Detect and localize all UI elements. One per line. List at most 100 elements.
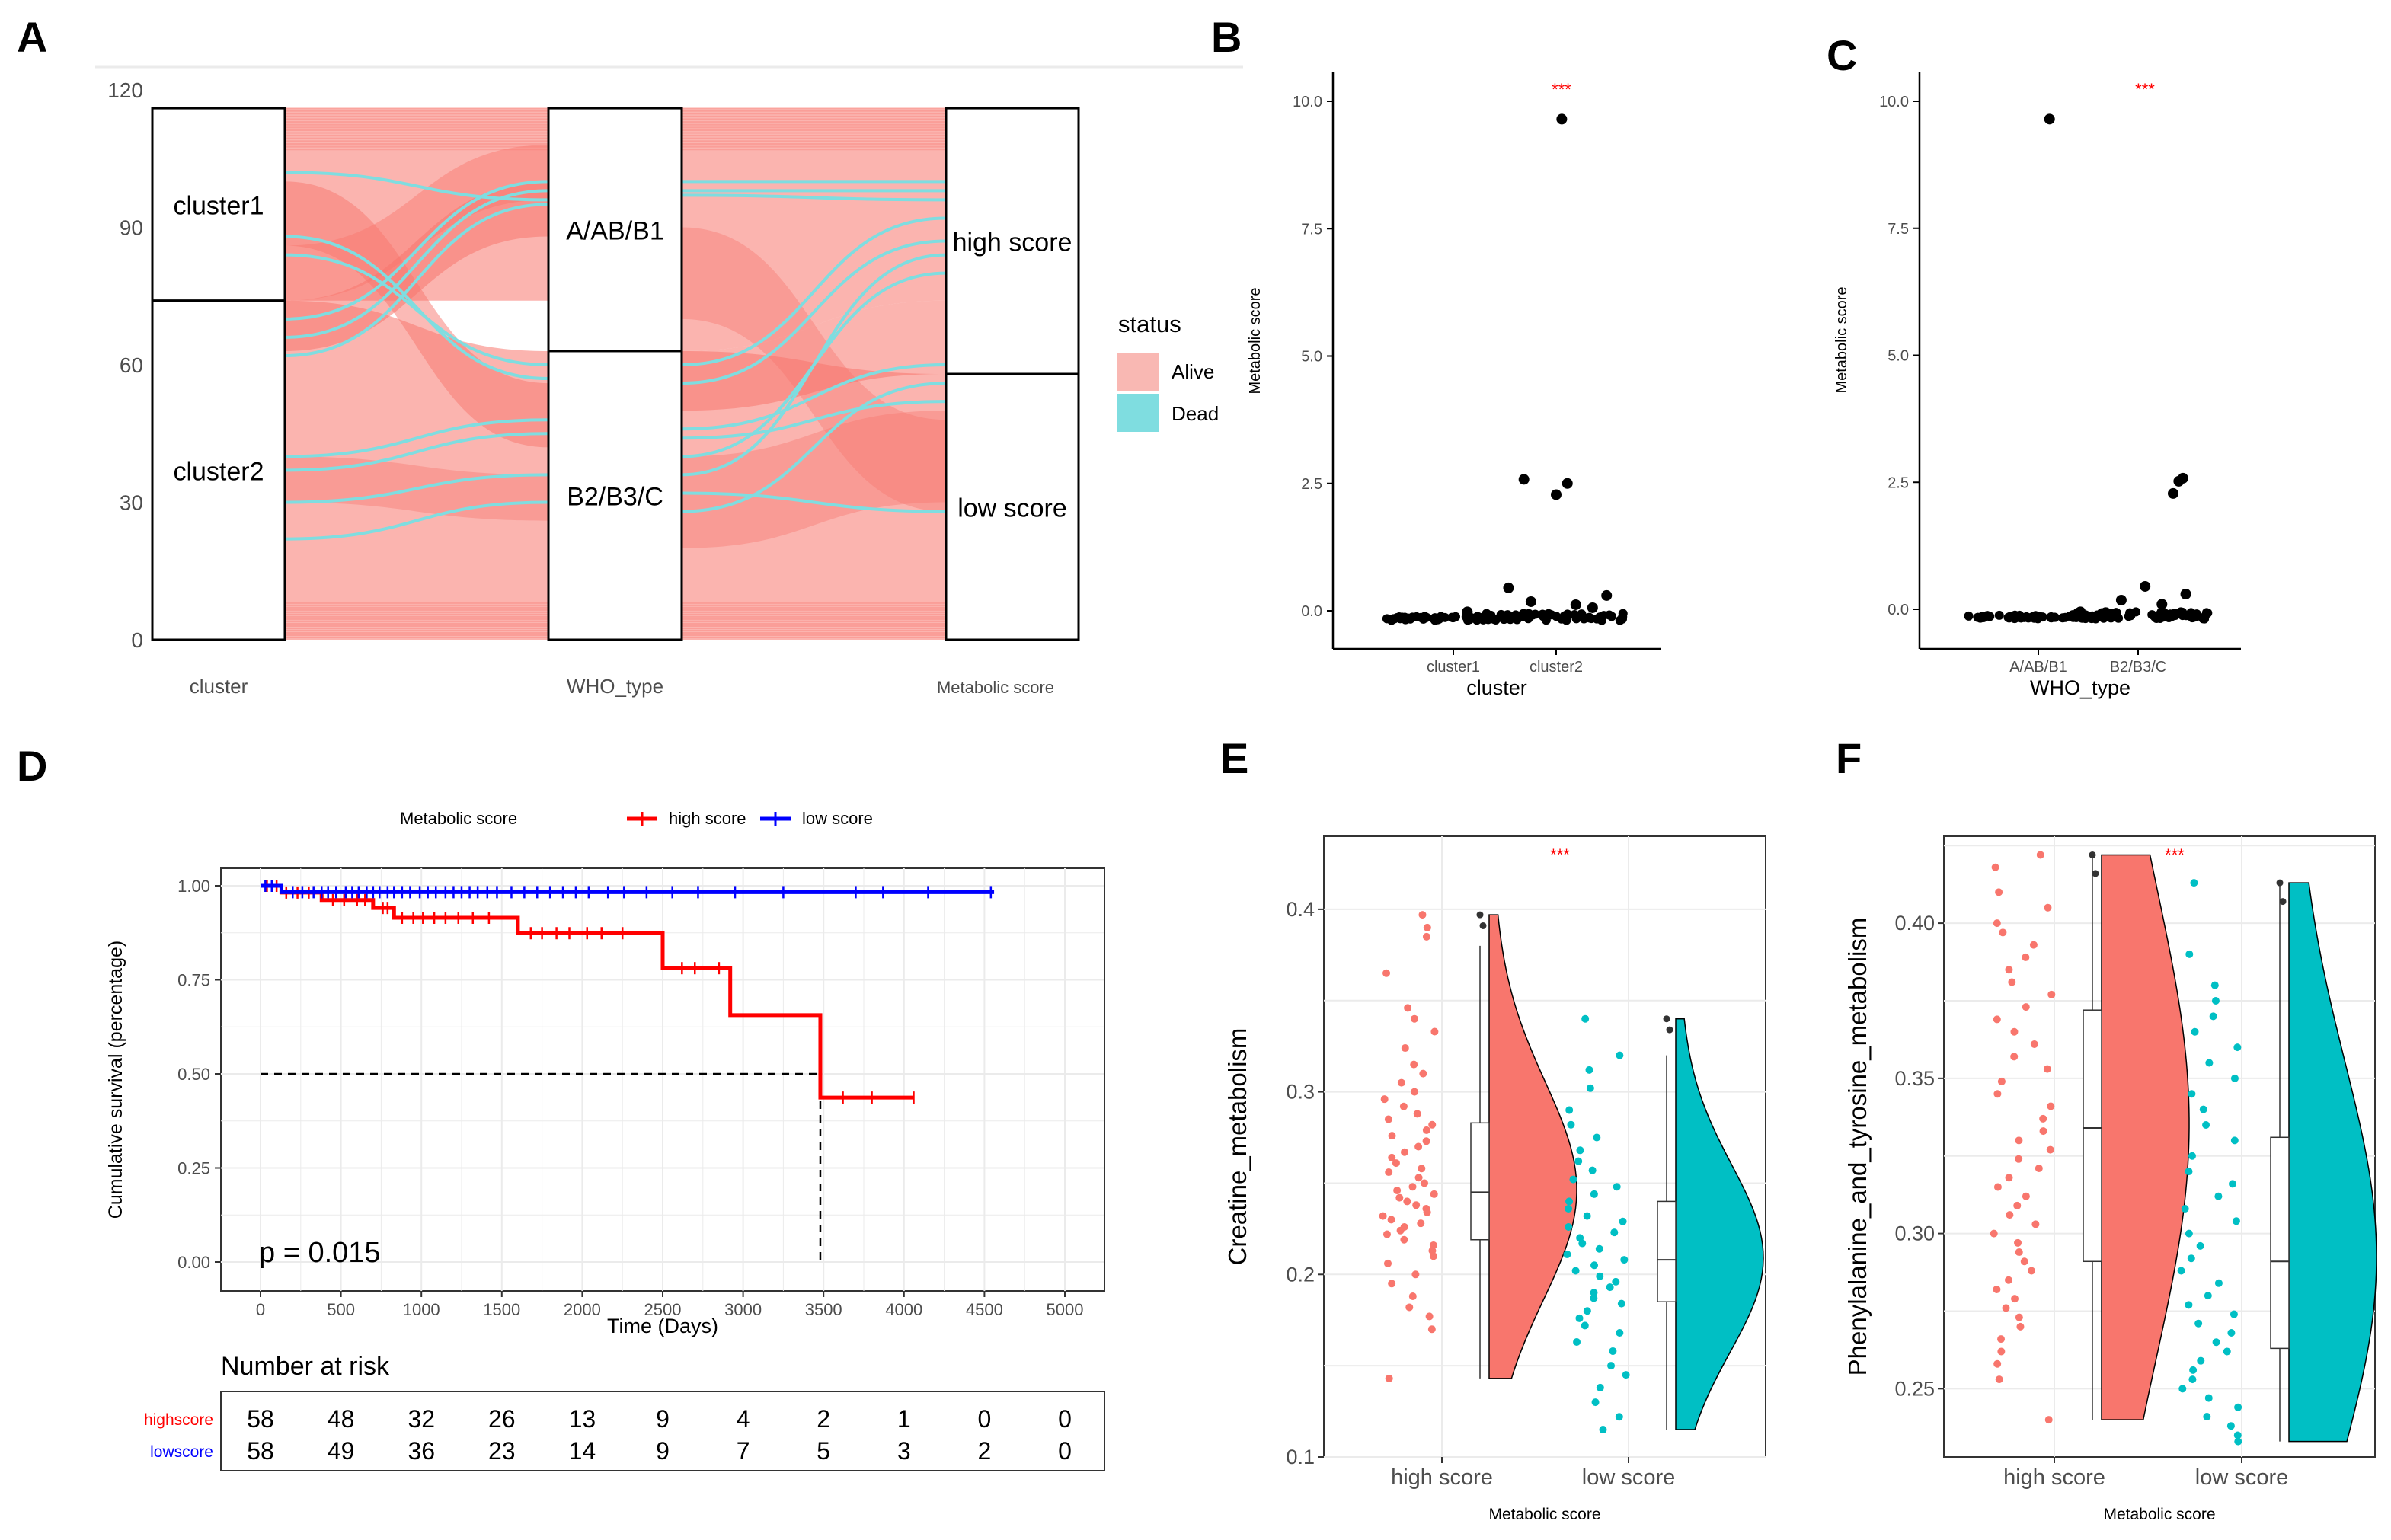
data-point [1408,1183,1417,1191]
data-point [1581,1321,1589,1330]
data-point [2204,1394,2213,1402]
data-point [2194,1319,2203,1328]
data-point [2173,475,2185,487]
box-outlier [1476,911,1484,919]
x-axis-title: WHO_type [2030,676,2130,699]
data-point [1412,1201,1421,1209]
significance-label: *** [1550,845,1570,864]
data-point [1422,1126,1430,1134]
dead-flow-line [681,363,947,431]
data-point [1601,589,1613,601]
data-point [2230,1310,2238,1318]
panel-label-d: D [17,742,47,790]
risk-count: 26 [488,1405,516,1433]
data-point [1997,1335,2006,1344]
data-point [2125,608,2135,618]
data-point [2204,1292,2212,1300]
data-point [2043,1065,2051,1073]
y-axis-title: Creatine_metabolism [1223,1028,1251,1266]
risk-count: 1 [897,1405,911,1433]
raincloud-plot-e: 0.1 0.2 0.3 0.4 high score low score Metabolic… [1223,835,1766,1523]
data-point [1964,611,1974,621]
violin-high-score [1488,914,1577,1379]
risk-count: 36 [408,1437,435,1465]
data-point [1588,1166,1597,1174]
panel-label-b: B [1211,13,1242,61]
data-point [2015,1136,2023,1145]
data-point [1607,1362,1616,1370]
box-body [2083,1009,2102,1263]
ribbon-cluster-who [285,181,548,448]
data-point [1567,1120,1575,1129]
data-point [1573,1337,1581,1346]
x-tick-label: 1000 [403,1300,440,1319]
data-point [2181,1205,2189,1213]
x-tick-label: A/AB/B1 [2009,659,2067,676]
dead-flow-line [681,253,947,477]
data-point [2188,1152,2196,1160]
data-point [2006,1211,2014,1219]
data-point [2140,580,2151,592]
data-point [1380,1095,1389,1104]
box-outlier [2089,851,2096,858]
x-tick-label: cluster2 [1530,659,1583,676]
legend-title: Metabolic score [400,809,517,828]
data-point [1408,1292,1417,1301]
data-point [1551,489,1562,500]
risk-row-label: lowscore [150,1443,213,1461]
data-point [2010,1027,2019,1036]
box-outlier [2276,879,2284,887]
box-outlier [2092,870,2099,877]
data-point [1462,606,1473,618]
data-point [1388,1132,1396,1140]
data-point [2156,599,2168,610]
data-point [1414,1142,1423,1151]
y-tick-label: 10.0 [1879,94,1909,110]
data-point [1405,1303,1414,1312]
ribbon-who-score [682,411,946,548]
risk-count: 48 [328,1405,355,1433]
data-point [2168,487,2178,499]
data-point [1422,1137,1430,1145]
box-outlier [1479,922,1487,929]
data-point [1993,1359,2002,1368]
x-tick-label: 500 [327,1300,355,1319]
y-axis-title: Cumulative survival (percentage) [105,941,126,1219]
data-point [1544,609,1554,618]
alluvial-plot: 0 30 60 90 120 cluster1 cluster2 cluster A/AB/B1… [95,65,1243,698]
data-point [1421,612,1431,622]
data-point [2178,1385,2187,1393]
data-point [2179,610,2189,620]
data-point [2212,1338,2220,1347]
data-point [1622,1371,1630,1379]
data-point [2185,1229,2193,1238]
data-point [2105,610,2115,620]
legend-label-alive: Alive [1172,360,1214,383]
x-tick-label: 3500 [805,1300,842,1319]
risk-count: 5 [817,1437,830,1465]
y-tick-label: 0.75 [177,971,210,990]
legend-key-alive [1117,353,1159,391]
x-axis-label: Metabolic score [937,678,1054,697]
data-point [1565,1222,1573,1231]
legend-label-dead: Dead [1172,402,1219,425]
data-point [1417,1219,1425,1228]
data-point [1413,1110,1421,1118]
data-point [2188,1090,2196,1098]
data-point [1404,1004,1412,1012]
data-point [1387,1216,1395,1224]
data-point [1403,1197,1411,1206]
data-point [1590,1294,1598,1302]
risk-count: 2 [978,1437,992,1465]
data-point [1593,1133,1601,1142]
data-point [1427,1325,1436,1334]
data-point [2199,1105,2207,1113]
x-axis-label: WHO_type [567,675,663,698]
x-tick-label: low score [2195,1465,2289,1490]
data-point [2234,1437,2242,1446]
data-point [2214,1279,2223,1287]
data-point [2035,1165,2043,1173]
data-point [2008,978,2016,986]
risk-count: 2 [817,1405,830,1433]
data-point [1401,1044,1409,1053]
